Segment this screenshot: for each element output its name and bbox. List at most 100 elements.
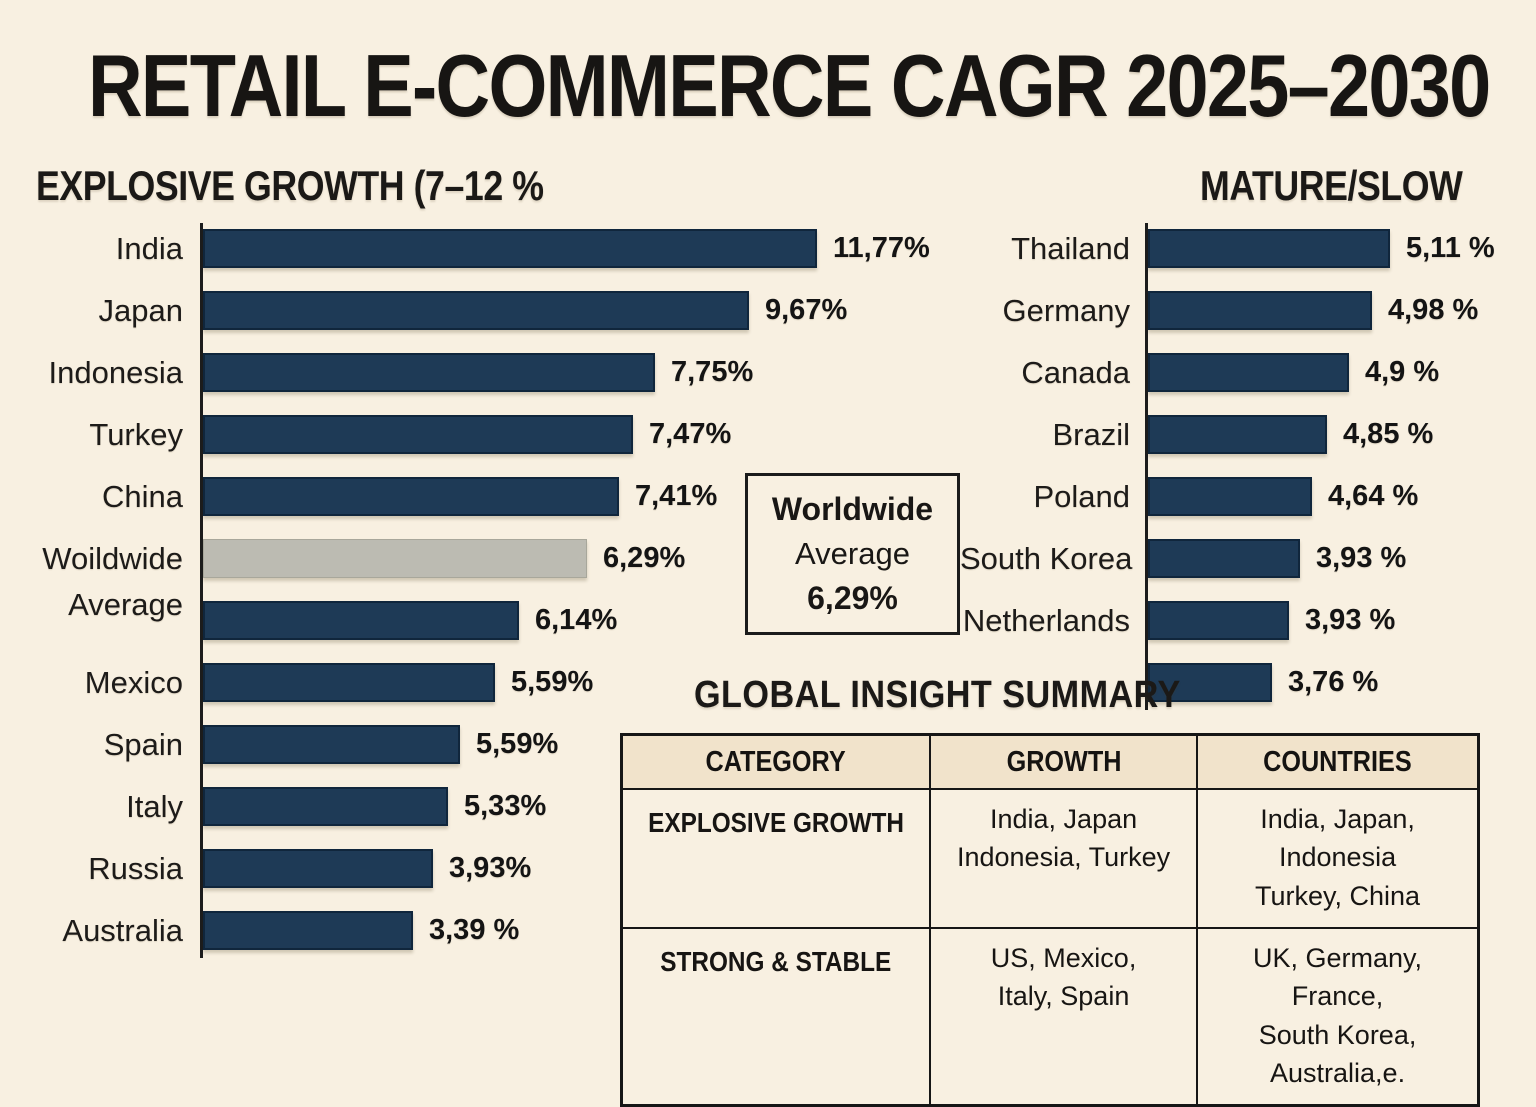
bar-row: Brazil 4,85 % — [960, 415, 1536, 454]
bar-label: India — [115, 230, 183, 266]
bar-value: 5,33% — [464, 790, 547, 822]
bar-row: 3,76 % — [960, 663, 1536, 702]
bar — [203, 911, 413, 950]
bar-row: Turkey 7,47% — [0, 415, 990, 454]
bar-value: 4,64 % — [1328, 480, 1419, 512]
table-header-label: COUNTRIES — [1263, 745, 1412, 778]
bar-value: 3,93 % — [1305, 604, 1396, 636]
bar — [203, 477, 619, 516]
explosive-growth-bar-chart: India 11,77% Japan 9,67% Indonesia 7,75% Turke… — [0, 223, 990, 958]
callout-value: 6,29% — [807, 580, 898, 616]
bar-value: 3,39 % — [429, 914, 520, 946]
bar — [1148, 477, 1312, 516]
bar-row: South Korea 3,93 % — [960, 539, 1536, 578]
bar-value: 5,11 % — [1406, 232, 1495, 264]
cell-line: Italy, Spain — [997, 981, 1130, 1012]
bar-row: Netherlands 3,93 % — [960, 601, 1536, 640]
bar-label: Mexico — [84, 664, 183, 700]
bar-value: 7,41% — [635, 480, 718, 512]
bar — [203, 291, 749, 330]
bar-value: 3,76 % — [1288, 666, 1379, 698]
cell-line: India, Japan — [990, 804, 1138, 834]
countries-cell: UK, Germany, France, South Korea, Austral… — [1196, 926, 1480, 1107]
bar-row: China 7,41% — [0, 477, 990, 516]
bar-row: Canada 4,9 % — [960, 353, 1536, 392]
page-title: RETAIL E-COMMERCE CAGR 2025–2030 — [88, 36, 1491, 135]
bar-value: 4,98 % — [1388, 294, 1479, 326]
bar — [1148, 415, 1327, 454]
table-header-cell: COUNTRIES — [1196, 733, 1480, 790]
bar-row: Thailand 5,11 % — [960, 229, 1536, 268]
bar-label: Russia — [88, 850, 183, 886]
summary-title: GLOBAL INSIGHT SUMMARY — [694, 674, 1181, 716]
bar — [1148, 663, 1272, 702]
bar-label: Australia — [62, 912, 183, 948]
bar-value: 6,14% — [535, 604, 618, 636]
bar-value: 3,93% — [449, 852, 532, 884]
category-cell: EXPLOSIVE GROWTH — [620, 788, 932, 929]
right-section-header: MATURE/SLOW — [1200, 162, 1463, 209]
worldwide-average-callout: Worldwide Average 6,29% — [745, 473, 960, 635]
bar — [1148, 601, 1289, 640]
bar-label: Canada — [1021, 354, 1130, 390]
growth-cell: US, Mexico, Italy, Spain — [929, 926, 1199, 1107]
bar-label: South Korea — [960, 540, 1133, 576]
countries-cell: India, Japan, Indonesia Turkey, China — [1196, 788, 1480, 929]
highlight-bar — [203, 539, 587, 578]
bar-value: 7,75% — [671, 356, 754, 388]
table-row: EXPLOSIVE GROWTH India, Japan Indonesia, T… — [620, 788, 1480, 929]
cell-line: UK, Germany, France, — [1253, 942, 1423, 1012]
bar-label: Brazil — [1052, 416, 1130, 452]
bar-label: Woildwide — [42, 540, 183, 576]
bar-row: Indonesia 7,75% — [0, 353, 990, 392]
bar — [1148, 229, 1390, 268]
bar-row: Japan 9,67% — [0, 291, 990, 330]
category-label: EXPLOSIVE GROWTH — [648, 807, 904, 838]
bar-label: Poland — [1033, 478, 1130, 514]
bar-row: Woildwide 6,29% — [0, 539, 990, 578]
table-header-row: CATEGORY GROWTH COUNTRIES — [620, 733, 1480, 790]
bar — [203, 415, 633, 454]
bar-row: India 11,77% — [0, 229, 990, 268]
bar-label: Average — [68, 586, 183, 622]
bar-label: Japan — [98, 292, 183, 328]
bar-row: Australia 3,39 % — [0, 911, 990, 950]
left-section-header: EXPLOSIVE GROWTH (7–12 % — [36, 162, 544, 209]
bar-row: Mexico 5,59% — [0, 663, 990, 702]
bar — [203, 353, 655, 392]
cell-line: South Korea, Australia,e. — [1258, 1019, 1417, 1088]
bar-label: Spain — [103, 726, 183, 762]
bar-value: 6,29% — [603, 542, 686, 574]
bar-label: China — [102, 478, 183, 514]
bar-row: Russia 3,93% — [0, 849, 990, 888]
cell-line: India, Japan, Indonesia — [1260, 804, 1415, 873]
bar-row: Italy 5,33% — [0, 787, 990, 826]
bar-value: 3,93 % — [1316, 542, 1407, 574]
y-axis-line — [1145, 223, 1148, 710]
bar — [1148, 539, 1300, 578]
cell-line: Indonesia, Turkey — [956, 842, 1171, 873]
y-axis-line — [200, 223, 203, 958]
table-header-label: GROWTH — [1006, 745, 1122, 778]
bar — [203, 787, 448, 826]
cell-line: Turkey, China — [1255, 880, 1421, 911]
bar — [203, 663, 495, 702]
bar-value: 4,85 % — [1343, 418, 1434, 450]
bar-row: Poland 4,64 % — [960, 477, 1536, 516]
bar-value: 4,9 % — [1365, 356, 1440, 388]
callout-title: Worldwide — [771, 491, 934, 527]
bar-label: Thailand — [1011, 230, 1130, 266]
bar-label: Indonesia — [48, 354, 183, 390]
table-header-cell: CATEGORY — [620, 733, 932, 790]
table-row: STRONG & STABLE US, Mexico, Italy, Spain UK… — [620, 926, 1480, 1107]
bar-label: Germany — [1002, 292, 1130, 328]
bar-label: Turkey — [89, 416, 183, 452]
bar-value: 9,67% — [765, 294, 848, 326]
bar — [203, 601, 519, 640]
bar-value: 5,59% — [511, 666, 594, 698]
summary-table: CATEGORY GROWTH COUNTRIES EXPLOSIVE GROWTH I… — [620, 733, 1480, 1107]
bar-label: Netherlands — [962, 602, 1130, 638]
category-label: STRONG & STABLE — [660, 945, 892, 977]
bar-value: 7,47% — [649, 418, 732, 450]
bar — [203, 229, 817, 268]
